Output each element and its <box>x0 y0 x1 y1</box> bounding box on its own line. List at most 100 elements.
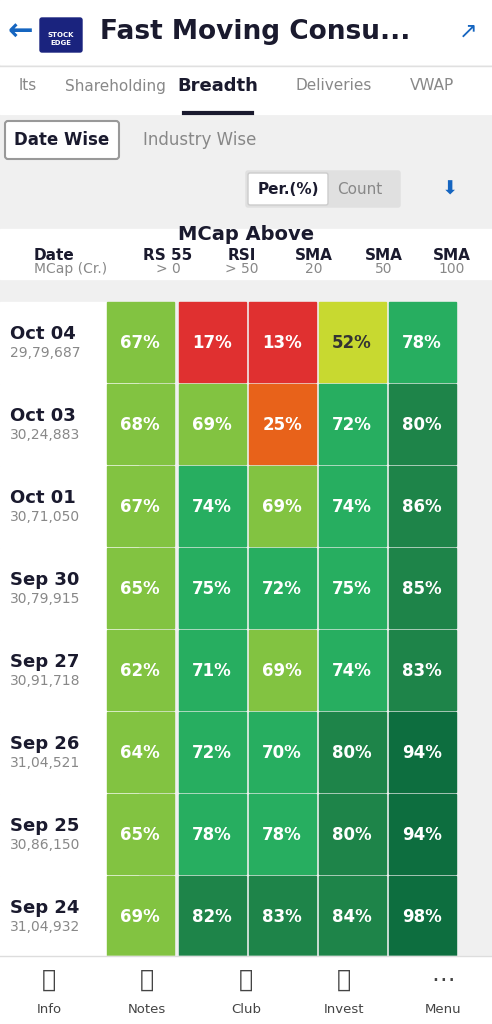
Text: 94%: 94% <box>402 744 442 762</box>
Text: ←: ← <box>7 17 33 46</box>
Bar <box>179 466 246 546</box>
Text: ⋯: ⋯ <box>431 968 455 992</box>
Text: 50: 50 <box>375 262 393 276</box>
Text: 30,91,718: 30,91,718 <box>10 674 81 688</box>
Text: 78%: 78% <box>192 826 232 844</box>
Text: 80%: 80% <box>332 744 372 762</box>
Bar <box>318 630 386 710</box>
Text: 31,04,932: 31,04,932 <box>10 920 80 934</box>
Text: 85%: 85% <box>402 580 442 598</box>
Text: Sep 27: Sep 27 <box>10 653 79 671</box>
Bar <box>389 794 456 874</box>
Bar <box>248 302 315 382</box>
Text: > 50: > 50 <box>225 262 259 276</box>
Bar <box>0 229 492 279</box>
Text: 75%: 75% <box>192 580 232 598</box>
Bar <box>248 466 315 546</box>
Text: 💰: 💰 <box>337 968 351 992</box>
Text: Sep 26: Sep 26 <box>10 735 79 753</box>
Bar <box>106 384 174 464</box>
Bar <box>318 876 386 956</box>
Bar <box>0 794 138 876</box>
Text: 72%: 72% <box>332 416 372 434</box>
Text: Sep 30: Sep 30 <box>10 571 79 589</box>
Text: 72%: 72% <box>262 580 302 598</box>
Text: 65%: 65% <box>120 826 160 844</box>
FancyBboxPatch shape <box>5 121 119 159</box>
Bar <box>106 548 174 628</box>
Text: 82%: 82% <box>192 908 232 926</box>
FancyBboxPatch shape <box>40 18 82 52</box>
Text: SMA: SMA <box>433 248 471 262</box>
Text: 💬: 💬 <box>239 968 253 992</box>
Bar <box>179 630 246 710</box>
Text: 78%: 78% <box>262 826 302 844</box>
Text: Oct 03: Oct 03 <box>10 407 76 425</box>
Text: SMA: SMA <box>365 248 403 262</box>
Bar <box>0 302 492 958</box>
Bar <box>179 384 246 464</box>
Bar <box>0 0 492 63</box>
Text: 📋: 📋 <box>140 968 154 992</box>
Text: Shareholding: Shareholding <box>64 79 165 93</box>
Text: 74%: 74% <box>192 498 232 516</box>
Bar <box>318 302 386 382</box>
Text: Oct 01: Oct 01 <box>10 489 76 507</box>
Text: lts: lts <box>19 79 37 93</box>
Text: 69%: 69% <box>192 416 232 434</box>
Bar <box>106 466 174 546</box>
Bar <box>106 712 174 792</box>
Text: 84%: 84% <box>332 908 372 926</box>
Text: 30,24,883: 30,24,883 <box>10 428 80 442</box>
Text: Date: Date <box>34 248 75 262</box>
Text: ⓘ: ⓘ <box>42 968 56 992</box>
Bar <box>0 630 138 712</box>
Text: Industry Wise: Industry Wise <box>143 131 257 150</box>
Text: 83%: 83% <box>402 662 442 680</box>
Text: 75%: 75% <box>332 580 372 598</box>
Text: 70%: 70% <box>262 744 302 762</box>
Bar <box>179 876 246 956</box>
Text: Fast Moving Consu...: Fast Moving Consu... <box>100 19 410 45</box>
Bar <box>0 116 492 164</box>
Bar <box>389 712 456 792</box>
Text: Breadth: Breadth <box>178 77 258 95</box>
Text: ↗: ↗ <box>459 22 477 42</box>
Text: 62%: 62% <box>120 662 160 680</box>
Text: 68%: 68% <box>120 416 160 434</box>
Bar <box>0 384 138 466</box>
Text: 13%: 13% <box>262 334 302 352</box>
Text: 74%: 74% <box>332 662 372 680</box>
Text: Info: Info <box>36 1002 62 1016</box>
Bar <box>389 630 456 710</box>
Bar <box>106 630 174 710</box>
Bar <box>0 66 492 114</box>
Text: 64%: 64% <box>120 744 160 762</box>
Text: ⬇: ⬇ <box>442 179 458 199</box>
Bar <box>0 548 138 630</box>
Text: Menu: Menu <box>425 1002 461 1016</box>
Text: Oct 04: Oct 04 <box>10 325 76 343</box>
Bar <box>106 876 174 956</box>
Text: Deliveries: Deliveries <box>296 79 372 93</box>
Text: STOCK: STOCK <box>48 32 74 38</box>
Text: 69%: 69% <box>262 662 302 680</box>
Text: 80%: 80% <box>332 826 372 844</box>
Bar <box>389 548 456 628</box>
Bar <box>0 956 492 1024</box>
Text: 72%: 72% <box>192 744 232 762</box>
Text: 94%: 94% <box>402 826 442 844</box>
Text: > 0: > 0 <box>155 262 181 276</box>
Bar <box>248 548 315 628</box>
Bar <box>248 384 315 464</box>
Bar <box>318 384 386 464</box>
Text: 17%: 17% <box>192 334 232 352</box>
Text: SMA: SMA <box>295 248 333 262</box>
Bar <box>318 466 386 546</box>
Text: 100: 100 <box>439 262 465 276</box>
Text: 98%: 98% <box>402 908 442 926</box>
Bar <box>179 302 246 382</box>
Text: 78%: 78% <box>402 334 442 352</box>
Bar <box>248 712 315 792</box>
FancyBboxPatch shape <box>248 173 328 205</box>
